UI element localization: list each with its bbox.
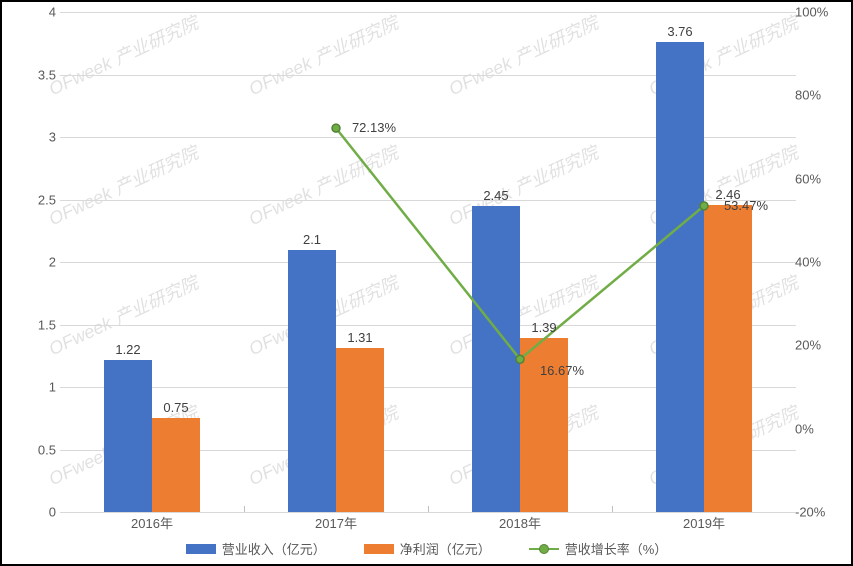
legend-swatch-profit <box>364 544 394 554</box>
label-growth: 53.47% <box>724 198 768 213</box>
y-left-tick: 0.5 <box>22 442 56 457</box>
label-growth: 72.13% <box>352 120 396 135</box>
y-right-tick: 20% <box>795 338 839 353</box>
legend-item-revenue: 营业收入（亿元） <box>186 539 326 558</box>
y-left-tick: 2.5 <box>22 192 56 207</box>
legend-swatch-revenue <box>186 544 216 554</box>
label-revenue: 1.22 <box>115 342 140 357</box>
x-tick: 2016年 <box>131 513 173 532</box>
legend: 营业收入（亿元） 净利润（亿元） 营收增长率（%） <box>2 539 851 558</box>
x-tick: 2018年 <box>499 513 541 532</box>
y-right-tick: 60% <box>795 171 839 186</box>
legend-item-growth: 营收增长率（%） <box>529 539 668 558</box>
label-profit: 1.31 <box>347 330 372 345</box>
chart-container: OFweek 产业研究院OFweek 产业研究院OFweek 产业研究院OFwe… <box>0 0 853 566</box>
label-profit: 0.75 <box>163 400 188 415</box>
x-tick-mark <box>428 506 429 512</box>
y-right-tick: -20% <box>795 505 839 520</box>
y-left-tick: 1.5 <box>22 317 56 332</box>
growth-line <box>60 12 796 512</box>
y-left-tick: 3.5 <box>22 67 56 82</box>
legend-label-profit: 净利润（亿元） <box>400 539 491 558</box>
y-left-tick: 1 <box>22 380 56 395</box>
y-left-tick: 0 <box>22 505 56 520</box>
label-revenue: 2.1 <box>303 232 321 247</box>
legend-item-profit: 净利润（亿元） <box>364 539 491 558</box>
x-tick: 2019年 <box>683 513 725 532</box>
y-right-tick: 100% <box>795 5 839 20</box>
legend-swatch-growth <box>529 548 559 550</box>
label-revenue: 3.76 <box>667 24 692 39</box>
y-right-tick: 40% <box>795 255 839 270</box>
y-left-tick: 3 <box>22 130 56 145</box>
label-profit: 1.39 <box>531 320 556 335</box>
label-revenue: 2.45 <box>483 188 508 203</box>
y-right-tick: 0% <box>795 421 839 436</box>
label-growth: 16.67% <box>540 363 584 378</box>
y-left-tick: 4 <box>22 5 56 20</box>
legend-label-growth: 营收增长率（%） <box>565 539 668 558</box>
x-tick-mark <box>612 506 613 512</box>
legend-label-revenue: 营业收入（亿元） <box>222 539 326 558</box>
y-left-tick: 2 <box>22 255 56 270</box>
x-tick-mark <box>244 506 245 512</box>
y-right-tick: 80% <box>795 88 839 103</box>
x-tick: 2017年 <box>315 513 357 532</box>
plot-area: 1.220.752.11.312.451.393.762.4672.13%16.… <box>60 12 796 512</box>
